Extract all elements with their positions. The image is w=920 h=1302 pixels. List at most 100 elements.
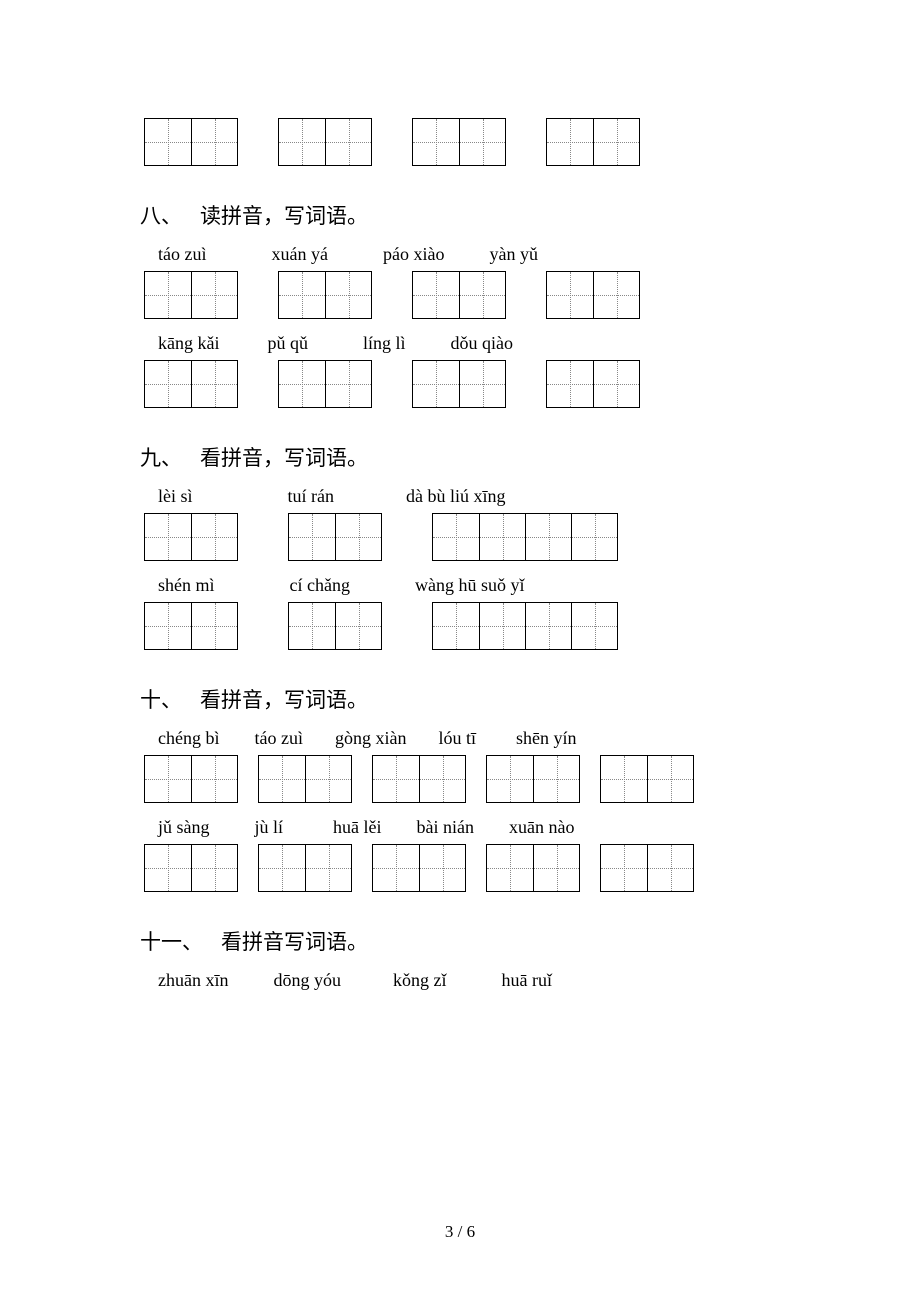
tianzige-cell[interactable] [571,603,617,649]
tianzige-cell[interactable] [279,272,325,318]
tianzige-cell[interactable] [413,119,459,165]
tianzige-cell[interactable] [593,272,639,318]
tianzige-cell[interactable] [289,514,335,560]
tianzige-group [600,844,694,892]
tianzige-cell[interactable] [191,272,237,318]
tianzige-cell[interactable] [279,119,325,165]
tianzige-group [372,755,466,803]
tianzige-group [486,755,580,803]
tianzige-cell[interactable] [373,756,419,802]
tianzige-cell[interactable] [433,514,479,560]
pinyin-label: chéng bì [158,728,219,749]
pinyin-label: táo zuì [158,244,206,265]
tianzige-cell[interactable] [145,756,191,802]
box-row [144,360,780,408]
pinyin-label: líng lì [363,333,406,354]
tianzige-cell[interactable] [145,845,191,891]
box-row [144,271,780,319]
tianzige-cell[interactable] [419,756,465,802]
tianzige-group [144,602,238,650]
tianzige-cell[interactable] [279,361,325,407]
tianzige-cell[interactable] [305,845,351,891]
tianzige-cell[interactable] [145,361,191,407]
pinyin-label: pǔ qǔ [267,333,308,354]
tianzige-cell[interactable] [373,845,419,891]
tianzige-cell[interactable] [547,119,593,165]
tianzige-group [278,271,372,319]
tianzige-cell[interactable] [259,845,305,891]
pinyin-label: lóu tī [438,728,476,749]
tianzige-cell[interactable] [305,756,351,802]
tianzige-group [412,118,506,166]
pinyin-label: shēn yín [516,728,577,749]
pinyin-label: shén mì [158,575,215,596]
tianzige-cell[interactable] [335,603,381,649]
tianzige-cell[interactable] [191,756,237,802]
tianzige-cell[interactable] [459,272,505,318]
tianzige-cell[interactable] [145,514,191,560]
tianzige-cell[interactable] [479,514,525,560]
tianzige-cell[interactable] [487,845,533,891]
pinyin-label: xuán yá [271,244,327,265]
tianzige-cell[interactable] [413,361,459,407]
pinyin-label: yàn yǔ [489,244,538,265]
tianzige-cell[interactable] [145,272,191,318]
tianzige-cell[interactable] [525,514,571,560]
box-row [144,118,780,166]
tianzige-cell[interactable] [533,845,579,891]
tianzige-cell[interactable] [413,272,459,318]
tianzige-cell[interactable] [533,756,579,802]
pinyin-row: jǔ sàngjù líhuā lěibài niánxuān nào [158,817,780,838]
tianzige-cell[interactable] [487,756,533,802]
tianzige-group [546,360,640,408]
tianzige-cell[interactable] [191,603,237,649]
tianzige-cell[interactable] [601,845,647,891]
tianzige-cell[interactable] [289,603,335,649]
tianzige-cell[interactable] [479,603,525,649]
tianzige-cell[interactable] [191,845,237,891]
tianzige-cell[interactable] [325,119,371,165]
tianzige-group [288,602,382,650]
tianzige-cell[interactable] [191,119,237,165]
tianzige-cell[interactable] [647,845,693,891]
tianzige-cell[interactable] [433,603,479,649]
heading-text: 读拼音，写词语。 [200,204,368,228]
tianzige-cell[interactable] [601,756,647,802]
tianzige-cell[interactable] [547,361,593,407]
tianzige-group [144,755,238,803]
tianzige-cell[interactable] [145,119,191,165]
tianzige-cell[interactable] [647,756,693,802]
tianzige-cell[interactable] [145,603,191,649]
tianzige-cell[interactable] [593,119,639,165]
heading-number: 十一、 [140,930,203,954]
tianzige-cell[interactable] [191,514,237,560]
tianzige-cell[interactable] [593,361,639,407]
tianzige-group [486,844,580,892]
pinyin-label: huā ruǐ [501,970,551,991]
pinyin-label: kāng kǎi [158,333,219,354]
tianzige-group [144,271,238,319]
tianzige-group [546,118,640,166]
tianzige-cell[interactable] [459,119,505,165]
tianzige-group [258,755,352,803]
tianzige-cell[interactable] [419,845,465,891]
worksheet-page: 八、读拼音，写词语。táo zuìxuán yápáo xiàoyàn yǔkā… [0,0,920,1302]
pinyin-row: shén mìcí chǎngwàng hū suǒ yǐ [158,575,780,596]
tianzige-group [288,513,382,561]
tianzige-cell[interactable] [191,361,237,407]
tianzige-cell[interactable] [325,361,371,407]
pinyin-label: táo zuì [254,728,302,749]
tianzige-group [144,118,238,166]
pinyin-row: lèi sìtuí rándà bù liú xīng [158,486,780,507]
tianzige-group [278,360,372,408]
tianzige-group [278,118,372,166]
tianzige-cell[interactable] [259,756,305,802]
tianzige-cell[interactable] [547,272,593,318]
tianzige-cell[interactable] [459,361,505,407]
tianzige-cell[interactable] [325,272,371,318]
tianzige-cell[interactable] [571,514,617,560]
tianzige-cell[interactable] [335,514,381,560]
tianzige-group [144,360,238,408]
tianzige-cell[interactable] [525,603,571,649]
pinyin-label: kǒng zǐ [393,970,447,991]
